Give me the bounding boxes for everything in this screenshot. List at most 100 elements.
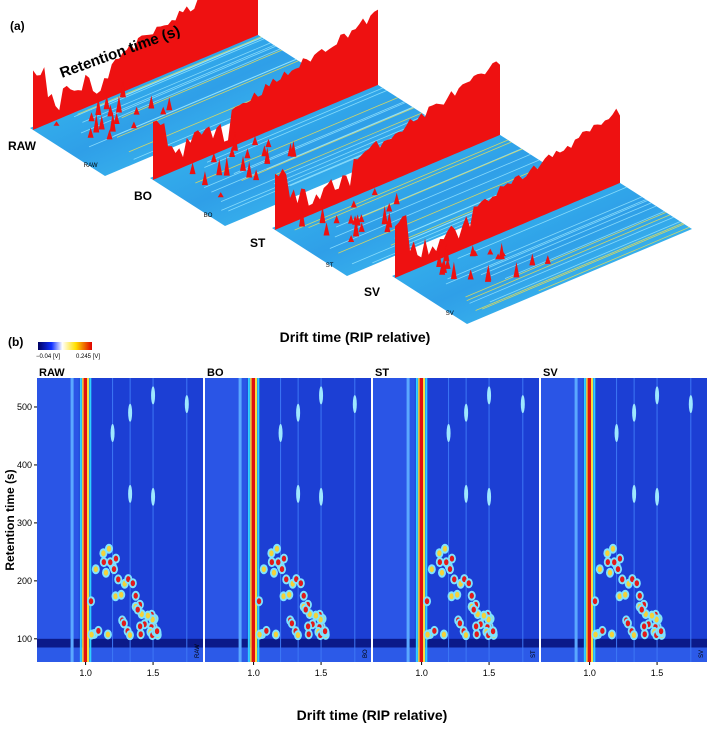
spot	[441, 631, 447, 638]
ridge	[395, 108, 620, 278]
spot	[281, 555, 287, 562]
peak	[386, 212, 393, 228]
spot	[593, 631, 598, 638]
spot	[625, 620, 631, 627]
peak	[386, 203, 393, 212]
spot	[319, 487, 324, 506]
streak	[329, 159, 540, 249]
spot	[617, 593, 622, 600]
peak	[319, 206, 326, 224]
panel-label: (b)	[8, 335, 23, 349]
x-tick-label: 1.0	[247, 668, 260, 678]
streak	[469, 216, 674, 304]
spot	[425, 631, 430, 638]
spot	[634, 580, 640, 587]
colorbar-label: 0.245 [V]	[76, 354, 100, 360]
peak	[358, 214, 365, 223]
spot	[487, 386, 492, 405]
peak	[229, 146, 236, 157]
peak	[210, 152, 217, 163]
peak	[529, 253, 536, 266]
peak	[98, 115, 105, 130]
streak	[447, 196, 643, 280]
y-tick-label: 500	[17, 402, 32, 412]
streak	[457, 186, 627, 259]
spot	[276, 559, 281, 566]
peak	[350, 200, 357, 208]
heatmap	[205, 378, 371, 662]
colorbar-label: −0.04 [V]	[36, 354, 61, 360]
spot	[101, 559, 107, 566]
spot	[137, 623, 143, 630]
peak	[160, 106, 167, 115]
sample-title: ST	[375, 367, 389, 379]
spot	[612, 559, 617, 566]
spot	[269, 550, 274, 557]
spot	[639, 606, 644, 613]
sample-tag: ST	[326, 263, 334, 269]
spot	[128, 403, 133, 422]
streak	[490, 205, 657, 277]
spot	[271, 569, 277, 576]
x-tick-label: 1.5	[483, 668, 496, 678]
band	[37, 647, 203, 662]
streak	[108, 38, 265, 105]
spot	[126, 576, 131, 583]
spot	[261, 566, 267, 573]
sample-label: ST	[250, 236, 266, 250]
spot	[442, 545, 448, 552]
x-tick-label: 1.5	[147, 668, 160, 678]
band	[373, 647, 539, 662]
streak	[116, 60, 299, 138]
spot	[121, 620, 127, 627]
streak	[445, 199, 647, 285]
streak	[465, 212, 667, 298]
spot	[318, 616, 323, 623]
streak	[80, 48, 281, 134]
heatmap	[541, 378, 707, 662]
spot	[520, 395, 525, 414]
spot	[154, 628, 160, 635]
spot	[473, 623, 479, 630]
spot	[287, 591, 292, 598]
peak	[443, 243, 450, 262]
peak	[467, 269, 474, 280]
spot	[119, 591, 124, 598]
spot	[298, 580, 304, 587]
peak	[107, 104, 114, 117]
peak	[261, 145, 268, 157]
streak	[88, 59, 297, 148]
spot	[444, 559, 449, 566]
peak	[287, 143, 294, 157]
peak	[119, 80, 126, 98]
spot	[630, 576, 635, 583]
peak	[103, 95, 110, 110]
sample-tag: SV	[446, 311, 454, 317]
sample-label: RAW	[8, 139, 37, 153]
peak	[246, 161, 253, 178]
spot	[264, 627, 269, 634]
peak	[393, 192, 400, 205]
spot	[106, 545, 112, 552]
spot	[455, 591, 460, 598]
axis-label: Drift time (RIP relative)	[297, 707, 448, 723]
spot	[130, 580, 136, 587]
spot	[437, 559, 443, 566]
spot	[281, 593, 286, 600]
streak	[294, 139, 509, 231]
spot	[487, 487, 492, 506]
spot	[632, 403, 637, 422]
spot	[296, 403, 301, 422]
spot	[127, 632, 133, 639]
spot	[610, 545, 616, 552]
y-tick-label: 100	[17, 634, 32, 644]
spot	[184, 395, 189, 414]
spot	[490, 628, 496, 635]
peak	[166, 97, 173, 111]
spot	[145, 612, 151, 619]
axis-label: Retention time (s)	[3, 469, 17, 570]
spot	[632, 484, 637, 503]
band	[205, 638, 371, 648]
sample-title: SV	[543, 367, 558, 379]
spot	[108, 559, 113, 566]
